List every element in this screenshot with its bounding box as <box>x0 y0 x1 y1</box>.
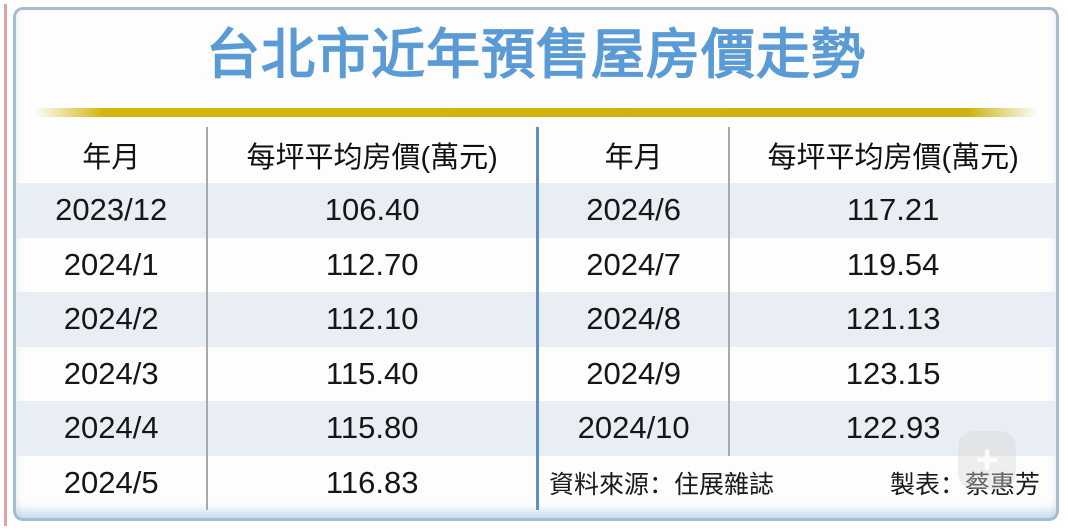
cell-price: 122.93 <box>845 410 941 446</box>
table-row: 2024/3 115.40 <box>16 346 536 402</box>
cell-month: 2024/9 <box>539 346 731 402</box>
column-header-price: 每坪平均房價(萬元) <box>246 142 498 175</box>
table-row: 2024/5 116.83 <box>16 455 536 511</box>
cell-month: 2024/5 <box>16 455 209 511</box>
cell-price: 123.15 <box>845 355 941 391</box>
infographic-card: 台北市近年預售屋房價走勢 年月 每坪平均房價(萬元) 2023/12 106.4… <box>13 7 1059 521</box>
cell-month: 2024/4 <box>16 401 209 456</box>
cell-month: 2024/8 <box>539 292 731 347</box>
table-left: 年月 每坪平均房價(萬元) 2023/12 106.40 2024/1 112.… <box>16 127 536 511</box>
cell-price: 112.10 <box>325 301 419 337</box>
table-row: 2024/8 121.13 <box>539 292 1056 347</box>
cell-price: 115.80 <box>325 410 419 446</box>
table-row: 2024/6 117.21 <box>539 183 1056 238</box>
credit-label: 製表：蔡惠芳 <box>889 470 1040 499</box>
cell-month: 2024/2 <box>16 292 209 347</box>
table-row: 2023/12 106.40 <box>16 183 536 238</box>
column-header-month: 年月 <box>16 127 209 184</box>
cell-month: 2023/12 <box>16 183 209 238</box>
table-row: 2024/2 112.10 <box>16 292 536 347</box>
price-tables: 年月 每坪平均房價(萬元) 2023/12 106.40 2024/1 112.… <box>16 127 1056 511</box>
cell-month: 2024/6 <box>539 183 731 238</box>
cell-price: 106.40 <box>324 192 420 228</box>
cell-price: 121.13 <box>845 301 941 337</box>
table-row: 2024/4 115.80 <box>16 401 536 456</box>
cell-price: 117.21 <box>846 192 940 228</box>
table-right: 年月 每坪平均房價(萬元) 2024/6 117.21 2024/7 119.5… <box>536 127 1056 511</box>
table-row: 2024/7 119.54 <box>539 237 1056 293</box>
left-accent-line <box>4 4 7 526</box>
table-header-row: 年月 每坪平均房價(萬元) <box>539 127 1056 184</box>
table-row: 2024/9 123.15 <box>539 346 1056 402</box>
table-header-row: 年月 每坪平均房價(萬元) <box>16 127 536 184</box>
cell-month: 2024/10 <box>539 401 731 456</box>
table-row: 2024/1 112.70 <box>16 237 536 293</box>
table-row: 2024/10 122.93 <box>539 401 1056 456</box>
source-label: 資料來源：住展雜誌 <box>549 470 775 499</box>
cell-month: 2024/3 <box>16 346 209 402</box>
column-header-price: 每坪平均房價(萬元) <box>767 142 1019 175</box>
cell-price: 116.83 <box>325 464 419 500</box>
gold-divider <box>34 108 1038 118</box>
column-header-month: 年月 <box>539 127 731 184</box>
cell-price: 112.70 <box>325 246 419 282</box>
page-title: 台北市近年預售屋房價走勢 <box>206 25 866 85</box>
cell-month: 2024/1 <box>16 237 209 293</box>
cell-price: 115.40 <box>325 355 419 391</box>
cell-price: 119.54 <box>846 246 940 282</box>
cell-month: 2024/7 <box>539 237 731 293</box>
table-footer: 資料來源：住展雜誌 製表：蔡惠芳 <box>539 456 1056 511</box>
